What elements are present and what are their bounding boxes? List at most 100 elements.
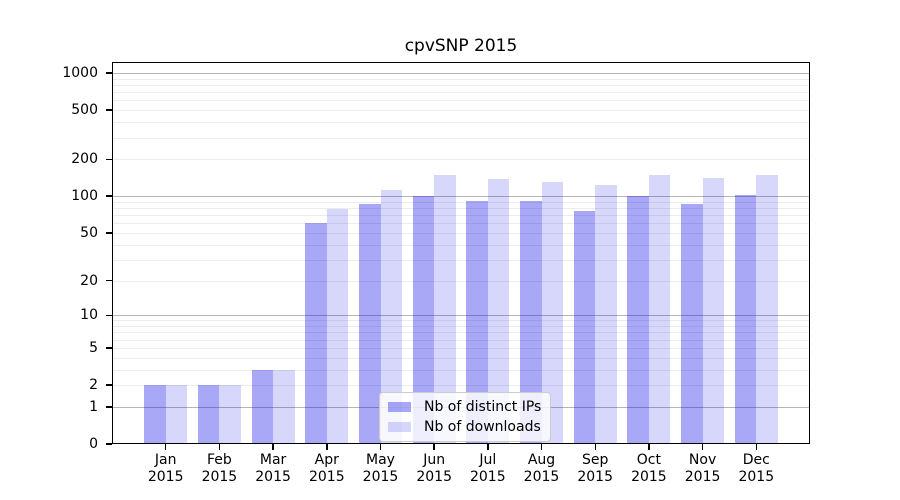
x-tick-mark xyxy=(379,444,382,450)
minor-gridline xyxy=(112,159,810,161)
x-tick-year: 2015 xyxy=(255,469,291,485)
minor-gridline xyxy=(112,137,810,139)
y-tick-label: 50 xyxy=(80,224,98,241)
bar-downloads-jan xyxy=(165,385,188,444)
y-tick-mark xyxy=(106,314,112,316)
bar-distinct-ips-mar xyxy=(251,369,274,444)
minor-gridline xyxy=(112,100,810,102)
y-tick-mark xyxy=(106,72,112,74)
x-tick-year: 2015 xyxy=(469,469,506,485)
bar-distinct-ips-aug xyxy=(520,200,542,444)
minor-gridline xyxy=(112,280,810,282)
bar-downloads-jul xyxy=(487,179,510,444)
minor-gridline xyxy=(112,347,810,349)
minor-gridline xyxy=(112,369,810,371)
minor-gridline xyxy=(112,385,810,386)
bar-downloads-nov xyxy=(702,178,725,444)
minor-gridline xyxy=(112,122,810,124)
x-tick-mark xyxy=(701,444,704,450)
major-gridline xyxy=(112,315,810,317)
bar-downloads-feb xyxy=(219,385,241,444)
major-gridline xyxy=(112,196,810,198)
y-tick-mark xyxy=(106,279,112,282)
y-tick-label: 20 xyxy=(80,272,98,289)
x-tick-mark xyxy=(433,444,435,450)
bar-distinct-ips-may xyxy=(359,203,381,444)
legend-swatch-downloads xyxy=(388,422,411,432)
bar-distinct-ips-apr xyxy=(305,223,327,444)
y-tick-mark xyxy=(106,158,112,160)
bar-distinct-ips-jul xyxy=(466,200,488,444)
x-tick-year: 2015 xyxy=(201,469,238,485)
legend-swatch-distinct-ips xyxy=(388,402,411,412)
x-tick-label: Nov 2015 xyxy=(668,452,738,486)
minor-gridline xyxy=(112,332,810,334)
bar-downloads-jun xyxy=(434,174,456,444)
minor-gridline xyxy=(112,259,810,261)
y-tick-mark xyxy=(106,232,112,234)
y-tick-label: 10 xyxy=(80,307,98,324)
y-tick-mark xyxy=(106,384,112,386)
y-tick-mark xyxy=(106,443,112,445)
x-tick-label: May 2015 xyxy=(346,452,416,486)
plot-area xyxy=(112,62,810,444)
legend-label-downloads: Nb of downloads xyxy=(424,419,541,435)
y-tick-label: 1000 xyxy=(62,65,98,81)
y-tick-mark xyxy=(106,347,112,349)
bar-downloads-sep xyxy=(595,185,617,444)
bar-distinct-ips-feb xyxy=(197,385,220,444)
x-tick-year: 2015 xyxy=(523,469,560,485)
bar-downloads-dec xyxy=(756,174,778,444)
x-tick-label: Jan 2015 xyxy=(131,452,201,486)
bar-downloads-oct xyxy=(648,174,671,444)
y-tick-mark xyxy=(106,195,112,197)
x-tick-year: 2015 xyxy=(308,469,345,485)
bar-distinct-ips-dec xyxy=(734,195,757,444)
minor-gridline xyxy=(112,208,810,209)
y-tick-label: 500 xyxy=(71,102,98,119)
x-tick-year: 2015 xyxy=(738,469,775,485)
x-tick-mark xyxy=(755,444,758,450)
minor-gridline xyxy=(112,320,810,322)
minor-gridline xyxy=(112,110,810,112)
minor-gridline xyxy=(112,232,810,234)
y-tick-label: 2 xyxy=(89,377,98,393)
x-tick-label: Mar 2015 xyxy=(238,452,308,486)
minor-gridline xyxy=(112,339,810,341)
bar-downloads-apr xyxy=(326,209,349,444)
legend-item-downloads: Nb of downloads xyxy=(388,419,541,435)
bar-downloads-aug xyxy=(541,181,563,444)
minor-gridline xyxy=(112,78,810,80)
x-tick-mark xyxy=(218,444,221,450)
x-tick-mark xyxy=(540,444,543,450)
bar-distinct-ips-sep xyxy=(573,210,596,444)
minor-gridline xyxy=(112,326,810,327)
x-tick-label: Jul 2015 xyxy=(453,452,523,486)
minor-gridline xyxy=(112,223,810,225)
x-tick-mark xyxy=(164,444,167,450)
x-tick-year: 2015 xyxy=(147,469,184,485)
x-tick-label: Oct 2015 xyxy=(614,452,684,486)
y-tick-label: 5 xyxy=(89,339,98,356)
x-tick-year: 2015 xyxy=(631,469,667,485)
bar-distinct-ips-jun xyxy=(412,195,435,444)
bar-downloads-may xyxy=(380,189,402,444)
legend: Nb of distinct IPs Nb of downloads xyxy=(379,392,552,442)
x-tick-label: Feb 2015 xyxy=(184,452,254,486)
y-tick-label: 200 xyxy=(71,151,98,168)
x-tick-mark xyxy=(594,444,596,450)
bar-distinct-ips-jan xyxy=(144,385,166,444)
x-tick-label: Apr 2015 xyxy=(292,452,362,486)
minor-gridline xyxy=(112,92,810,94)
bar-downloads-mar xyxy=(273,369,295,444)
y-tick-mark xyxy=(106,109,112,111)
x-tick-mark xyxy=(272,444,274,450)
minor-gridline xyxy=(112,244,810,246)
x-tick-mark xyxy=(326,444,328,450)
major-gridline xyxy=(112,73,810,74)
bar-distinct-ips-oct xyxy=(627,196,649,444)
legend-item-distinct-ips: Nb of distinct IPs xyxy=(388,399,541,415)
x-tick-label: Jun 2015 xyxy=(399,452,469,486)
chart-title: cpvSNP 2015 xyxy=(404,36,518,56)
